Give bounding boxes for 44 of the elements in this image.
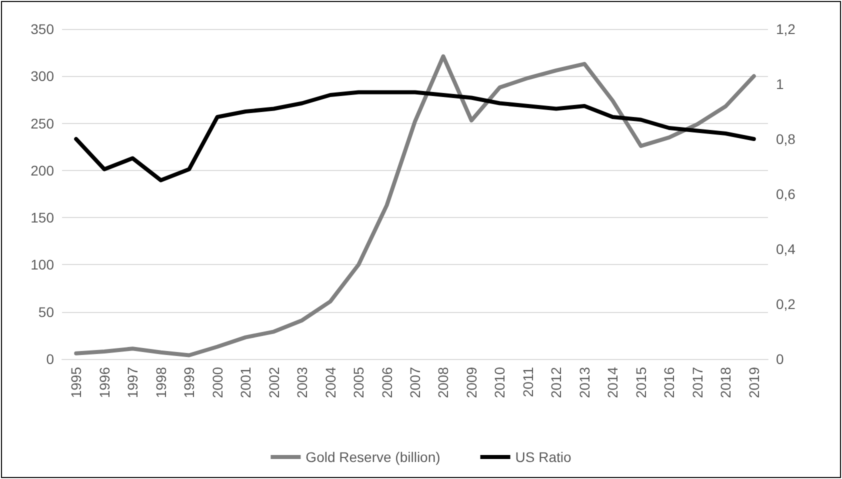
x-tick-label: 1996 — [96, 366, 112, 398]
x-tick-label: 2014 — [604, 366, 621, 398]
y2-tick-label: 0 — [776, 351, 784, 367]
x-tick-label: 2018 — [718, 366, 734, 398]
y2-tick-label: 1 — [776, 76, 784, 92]
x-tick-label: 2012 — [548, 366, 564, 398]
x-tick-label: 2015 — [632, 366, 649, 398]
x-tick-label: 2017 — [689, 366, 706, 398]
x-tick-label: 1997 — [124, 366, 141, 398]
y-tick-label: 100 — [30, 256, 54, 273]
x-tick-label: 2001 — [238, 366, 254, 398]
x-tick-label: 2016 — [661, 366, 678, 398]
x-tick-label: 1999 — [181, 366, 198, 398]
legend-label: US Ratio — [515, 449, 572, 465]
x-tick-label: 2003 — [294, 366, 310, 398]
y-tick-label: 150 — [30, 210, 54, 226]
y2-tick-label: 0,2 — [776, 296, 796, 312]
line-series — [74, 90, 756, 182]
y2-tick-label: 0,6 — [776, 186, 796, 202]
x-tick-label: 2005 — [350, 366, 367, 398]
x-tick-label: 2006 — [378, 366, 395, 398]
y2-tick-label: 0,8 — [776, 131, 796, 147]
x-tick-label: 1995 — [68, 366, 84, 398]
x-tick-label: 2007 — [407, 366, 423, 398]
y2-tick-label: 0,4 — [776, 241, 796, 257]
y-tick-label: 250 — [30, 115, 54, 132]
y-tick-label: 0 — [46, 351, 54, 367]
x-tick-label: 2010 — [492, 366, 508, 398]
x-tick-label: 2008 — [435, 366, 452, 398]
x-tick-label: 2011 — [520, 366, 536, 398]
x-tick-label: 2002 — [266, 366, 282, 398]
y2-tick-label: 1,2 — [776, 21, 796, 37]
y-tick-label: 200 — [30, 162, 54, 178]
x-tick-label: 2009 — [463, 366, 480, 398]
x-tick-label: 1998 — [152, 366, 169, 398]
x-tick-label: 2013 — [576, 366, 592, 398]
y-tick-label: 50 — [38, 304, 54, 320]
x-tick-label: 2000 — [209, 366, 226, 398]
x-tick-label: 2019 — [746, 366, 762, 398]
legend-label: Gold Reserve (billion) — [306, 449, 440, 465]
x-tick-label: 2004 — [322, 366, 338, 398]
y-tick-label: 300 — [30, 68, 54, 84]
y-tick-label: 350 — [30, 21, 54, 37]
line-series — [74, 54, 756, 358]
